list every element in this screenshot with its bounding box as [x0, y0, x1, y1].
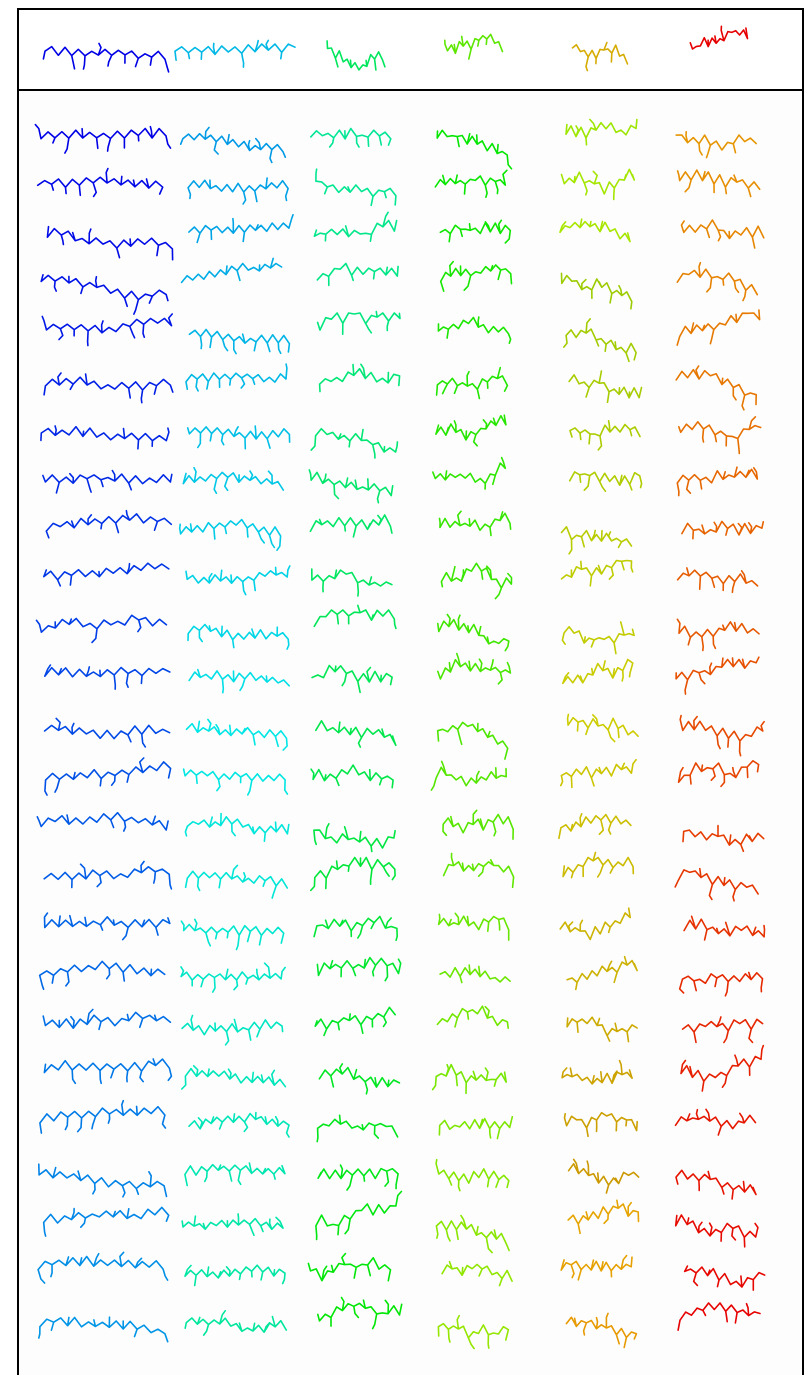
figure-canvas	[0, 0, 807, 1375]
main-panel	[18, 90, 803, 1375]
top-panel	[18, 9, 803, 90]
page	[0, 0, 807, 1375]
